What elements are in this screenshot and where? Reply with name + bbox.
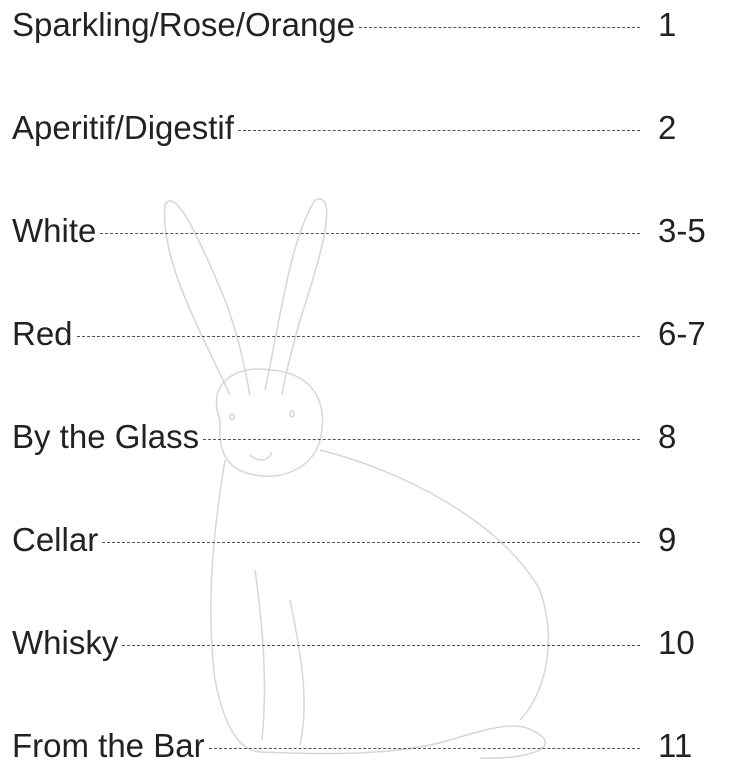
- dotted-leader: [359, 27, 640, 28]
- toc-row: Aperitif/Digestif 2: [12, 105, 731, 151]
- rabbit-chest: [211, 460, 260, 752]
- toc-row: From the Bar 11: [12, 723, 731, 769]
- page-number: 3-5: [658, 212, 731, 250]
- dotted-leader: [209, 748, 640, 749]
- section-title: Cellar: [12, 521, 98, 559]
- dotted-leader: [238, 130, 640, 131]
- dotted-leader: [77, 336, 640, 337]
- toc-row: Sparkling/Rose/Orange 1: [12, 2, 731, 48]
- dotted-leader: [102, 542, 640, 543]
- toc-row: Whisky 10: [12, 620, 731, 666]
- toc-row: White 3-5: [12, 208, 731, 254]
- dotted-leader: [122, 645, 640, 646]
- rabbit-back: [320, 450, 548, 720]
- toc-row: Cellar 9: [12, 517, 731, 563]
- page-number: 10: [658, 624, 731, 662]
- section-title: Whisky: [12, 624, 118, 662]
- page-number: 2: [658, 109, 731, 147]
- section-title: Aperitif/Digestif: [12, 109, 234, 147]
- dotted-leader: [100, 233, 640, 234]
- page-number: 8: [658, 418, 731, 456]
- section-title: Sparkling/Rose/Orange: [12, 6, 355, 44]
- page-number: 1: [658, 6, 731, 44]
- toc-row: By the Glass 8: [12, 414, 731, 460]
- page-number: 9: [658, 521, 731, 559]
- toc-row: Red 6-7: [12, 311, 731, 357]
- section-title: White: [12, 212, 96, 250]
- page-number: 6-7: [658, 315, 731, 353]
- section-title: From the Bar: [12, 727, 205, 765]
- section-title: Red: [12, 315, 73, 353]
- dotted-leader: [203, 439, 640, 440]
- page-number: 11: [658, 727, 731, 765]
- section-title: By the Glass: [12, 418, 199, 456]
- page: Sparkling/Rose/Orange 1 Aperitif/Digestif 2…: [0, 0, 731, 764]
